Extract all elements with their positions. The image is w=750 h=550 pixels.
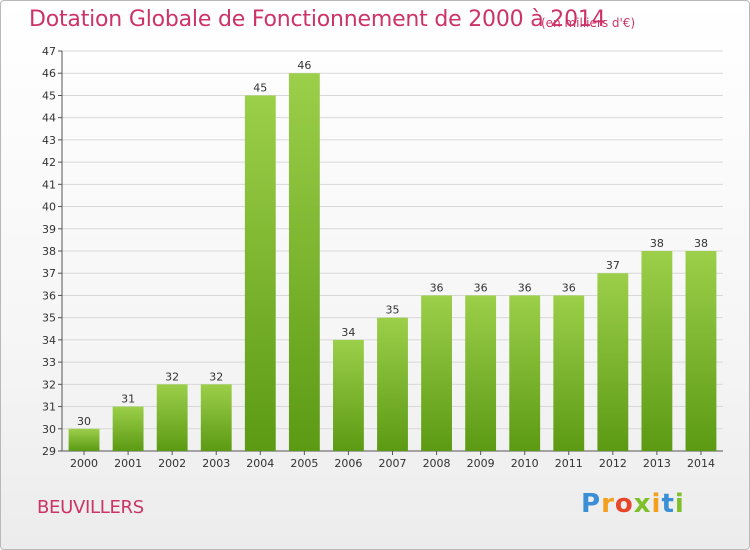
- data-label-2005: 46: [297, 59, 311, 72]
- labels: 29 30 31 32 33 34 35 36 37 38 39 40 41 42 43 44 45 46 47 30…: [42, 45, 715, 470]
- y-tick-label: 37: [42, 267, 56, 280]
- chart-title: Dotation Globale de Fonctionnement de 20…: [29, 7, 606, 32]
- bar-2014: [685, 251, 717, 451]
- y-tick-label: 35: [42, 312, 56, 325]
- commune-name: BEUVILLERS: [37, 497, 144, 518]
- y-tick-label: 36: [42, 289, 56, 302]
- logo-letter: o: [614, 489, 634, 519]
- y-tick-label: 30: [42, 423, 56, 436]
- data-label-2002: 32: [165, 370, 179, 383]
- x-tick-label-2012: 2012: [599, 457, 627, 470]
- bar-2002: [156, 384, 188, 451]
- data-label-2014: 38: [694, 237, 708, 250]
- bar-2000: [68, 428, 100, 451]
- y-tick-label: 46: [42, 67, 56, 80]
- bar-2010: [509, 295, 541, 451]
- data-label-2001: 31: [121, 393, 135, 406]
- logo-letter: P: [581, 489, 602, 519]
- bar-2011: [553, 295, 585, 451]
- data-label-2003: 32: [209, 370, 223, 383]
- bar-2012: [597, 273, 629, 451]
- data-label-2009: 36: [474, 281, 488, 294]
- x-tick-label-2008: 2008: [423, 457, 451, 470]
- data-label-2004: 45: [253, 81, 267, 94]
- logo-letter: x: [633, 489, 652, 519]
- y-tick-label: 40: [42, 201, 56, 214]
- y-tick-label: 47: [42, 45, 56, 58]
- bar-2004: [244, 95, 276, 451]
- y-tick-label: 43: [42, 134, 56, 147]
- bar-2001: [112, 406, 144, 451]
- y-tick-label: 39: [42, 223, 56, 236]
- logo-letter: t: [661, 489, 675, 519]
- x-tick-label-2013: 2013: [643, 457, 671, 470]
- x-tick-label-2004: 2004: [246, 457, 274, 470]
- bar-2013: [641, 251, 673, 451]
- y-tick-label: 29: [42, 445, 56, 458]
- x-tick-label-2014: 2014: [687, 457, 715, 470]
- x-tick-label-2002: 2002: [158, 457, 186, 470]
- data-label-2008: 36: [430, 281, 444, 294]
- y-tick-label: 33: [42, 356, 56, 369]
- y-tick-label: 45: [42, 89, 56, 102]
- data-label-2011: 36: [562, 281, 576, 294]
- x-tick-label-2003: 2003: [202, 457, 230, 470]
- y-tick-label: 42: [42, 156, 56, 169]
- x-tick-label-2007: 2007: [379, 457, 407, 470]
- x-tick-label-2009: 2009: [467, 457, 495, 470]
- x-tick-label-2010: 2010: [511, 457, 539, 470]
- bar-2005: [288, 73, 320, 451]
- logo-letter: r: [601, 489, 615, 519]
- bar-2008: [421, 295, 452, 451]
- logo-letter: i: [651, 489, 662, 519]
- bars: [68, 73, 717, 451]
- y-tick-label: 32: [42, 378, 56, 391]
- logo-letter: i: [674, 489, 685, 519]
- data-label-2010: 36: [518, 281, 532, 294]
- y-tick-label: 44: [42, 112, 56, 125]
- bar-2009: [465, 295, 497, 451]
- x-tick-label-2011: 2011: [555, 457, 583, 470]
- data-label-2006: 34: [341, 326, 355, 339]
- x-tick-label-2000: 2000: [70, 457, 98, 470]
- y-tick-label: 38: [42, 245, 56, 258]
- data-label-2007: 35: [386, 304, 400, 317]
- y-tick-label: 41: [42, 178, 56, 191]
- chart-subtitle: (en milliers d'€): [541, 16, 636, 30]
- data-label-2013: 38: [650, 237, 664, 250]
- x-tick-label-2006: 2006: [334, 457, 362, 470]
- bar-2006: [333, 339, 364, 451]
- data-label-2000: 30: [77, 415, 91, 428]
- proxiti-logo: Proxiti: [581, 489, 685, 519]
- x-tick-label-2005: 2005: [290, 457, 318, 470]
- data-label-2012: 37: [606, 259, 620, 272]
- bar-2007: [377, 317, 408, 451]
- x-tick-label-2001: 2001: [114, 457, 142, 470]
- y-tick-label: 31: [42, 401, 56, 414]
- y-tick-label: 34: [42, 334, 56, 347]
- bar-2003: [200, 384, 232, 451]
